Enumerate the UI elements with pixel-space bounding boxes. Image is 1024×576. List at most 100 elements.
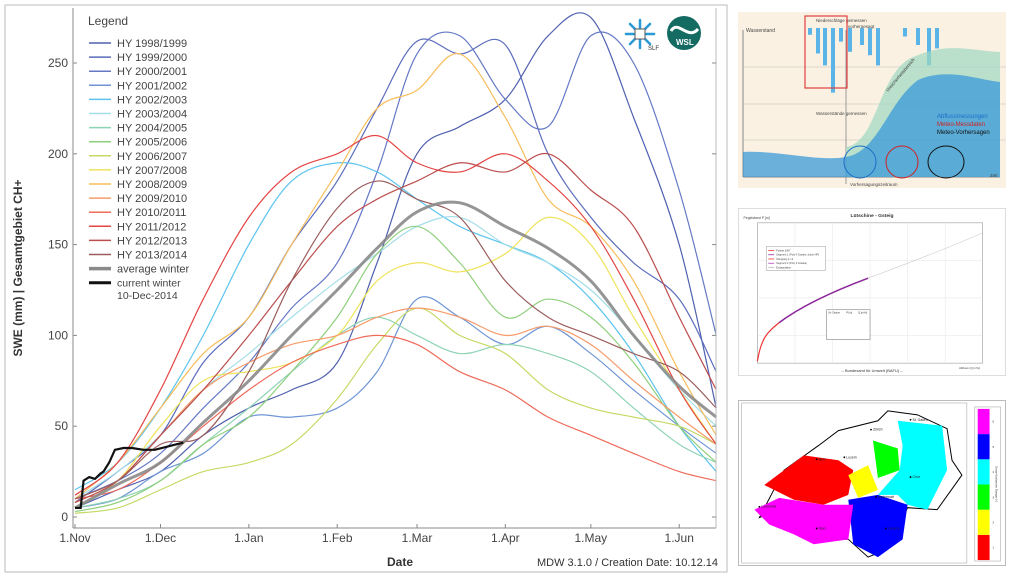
segment-curve bbox=[778, 277, 869, 324]
legend-item: current winter bbox=[89, 278, 181, 290]
y-tick-label: 250 bbox=[48, 56, 68, 70]
zone-cyan bbox=[877, 420, 948, 510]
y-tick-label: 100 bbox=[48, 328, 68, 342]
legend-label: HY 2010/2011 bbox=[117, 207, 186, 219]
series-line-20002001 bbox=[74, 31, 717, 500]
time-label: Zeit bbox=[990, 173, 998, 178]
series-line-20132014 bbox=[74, 180, 717, 500]
legend-item: HY 2003/2004 bbox=[89, 109, 187, 121]
chart-frame bbox=[4, 4, 728, 573]
y-tick-label: 0 bbox=[61, 510, 68, 524]
legend-label: HY 2002/2003 bbox=[117, 94, 187, 106]
zone-yellow bbox=[848, 465, 878, 498]
current-winter-line bbox=[75, 441, 184, 510]
precip-bars bbox=[808, 28, 939, 93]
legend-label: HY 2007/2008 bbox=[117, 165, 187, 177]
zone-red bbox=[764, 455, 854, 505]
water-level-area bbox=[743, 74, 1000, 177]
series-line-20072008 bbox=[74, 216, 717, 509]
precip-bar bbox=[876, 28, 880, 66]
table-header: Q [m³/s] bbox=[858, 311, 867, 315]
legend-label: HY 2001/2002 bbox=[117, 80, 187, 92]
legend-item: HY 2008/2009 bbox=[89, 179, 187, 191]
average-winter-line bbox=[74, 200, 718, 510]
scale-swatch bbox=[977, 534, 990, 561]
rating-legend-item: Extrapolation bbox=[776, 265, 791, 269]
x-tick-label: 1.Nov bbox=[59, 531, 90, 545]
city-label: Lausanne bbox=[761, 505, 776, 509]
scale-value: 6 bbox=[993, 420, 995, 424]
rating-y-label: Pegelstand P [m] bbox=[744, 216, 770, 220]
table-header: P [m] bbox=[846, 311, 852, 315]
switzerland-map-thumbnail[interactable]: St. Gallen Zürich Luzern Bern Chur Andermatt L… bbox=[738, 400, 1006, 566]
scale-swatch bbox=[977, 459, 990, 485]
legend-item: HY 1999/2000 bbox=[89, 52, 187, 64]
city-label: Zürich bbox=[873, 428, 883, 432]
creation-footer: MDW 3.1.0 / Creation Date: 10.12.14 bbox=[537, 557, 718, 569]
city-label: Sion bbox=[819, 526, 826, 530]
precip-bar bbox=[808, 28, 812, 35]
series-lines bbox=[74, 12, 718, 514]
city-label: Bern bbox=[819, 457, 826, 461]
legend-item: HY 2010/2011 bbox=[89, 207, 186, 219]
circle-measured-precip bbox=[885, 145, 919, 179]
zone-green bbox=[872, 440, 900, 479]
series-line-19992000 bbox=[74, 38, 717, 503]
legend-item: HY 2007/2008 bbox=[89, 165, 187, 177]
precip-bar bbox=[816, 28, 820, 54]
legend-label: HY 1999/2000 bbox=[117, 52, 187, 64]
precip-highlight-box bbox=[804, 15, 848, 89]
legend-label: HY 2008/2009 bbox=[117, 179, 187, 191]
x-tick-label: 1.Jun bbox=[665, 531, 694, 545]
series-line-20092010 bbox=[74, 307, 717, 504]
precip-bar bbox=[868, 28, 872, 56]
y-tick-label: 50 bbox=[55, 419, 69, 433]
precip-bar bbox=[935, 28, 939, 49]
rating-footer: -- Bundesamt für Umwelt (BAFU) -- bbox=[841, 368, 903, 373]
scale-value: 2 bbox=[993, 521, 995, 525]
levels-measured-label: Wasserstände gemessen bbox=[816, 111, 867, 116]
slf-logo-text: SLF bbox=[648, 46, 659, 52]
y-tick-label: 150 bbox=[48, 238, 68, 252]
city-label: Andermatt bbox=[878, 495, 894, 499]
x-ticks: 1.Nov 1.Dec 1.Jan 1.Feb 1.Mar 1.Apr 1.May 1.Jun bbox=[59, 524, 694, 545]
meteo-measured-label: Meteo-Messdaten bbox=[937, 122, 985, 128]
legend-item: HY 2005/2006 bbox=[89, 137, 187, 149]
y-axis-label: SWE (mm) | Gesamtgebiet CH+ bbox=[11, 179, 25, 356]
scale-value: 3 bbox=[993, 495, 995, 499]
rating-legend bbox=[766, 246, 826, 271]
rating-curve-thumbnail[interactable]: Lütschine - Gsteig Pegelstand P [m] Punk… bbox=[738, 208, 1006, 376]
forecast-diagram-thumbnail[interactable]: Wasserstand Niederschläge gemessen vorhe… bbox=[738, 12, 1006, 188]
legend-item: HY 2011/2012 bbox=[89, 221, 186, 233]
y-ticks: 0 50 100 150 200 250 bbox=[48, 56, 716, 524]
city-label: St. Gallen bbox=[913, 418, 928, 422]
series-line-20112012 bbox=[74, 135, 717, 496]
extrapolation-curve bbox=[867, 232, 983, 279]
rating-legend-item: Segment 1 (Poly 4 Grades, durch NP) bbox=[776, 253, 819, 257]
forecast-label: vorhergesagt bbox=[848, 24, 875, 29]
zone-magenta bbox=[754, 497, 854, 545]
legend-label: HY 2011/2012 bbox=[117, 221, 186, 233]
scale-value: 1 bbox=[993, 546, 995, 550]
city-label: Chur bbox=[913, 475, 921, 479]
legend-item: HY 2012/2013 bbox=[89, 235, 187, 247]
current-date-label: 10-Dec-2014 bbox=[117, 290, 178, 302]
precip-bar bbox=[860, 28, 864, 45]
legend-label: current winter bbox=[117, 278, 181, 290]
y-tick-label: 200 bbox=[48, 147, 68, 161]
series-line-20122013 bbox=[74, 153, 717, 504]
swe-chart: 0 50 100 150 200 250 1.Nov 1.Dec 1.Jan 1.Feb 1.Ma… bbox=[4, 4, 728, 573]
x-tick-label: 1.Dec bbox=[145, 531, 176, 545]
slf-logo: SLF bbox=[624, 18, 659, 52]
circle-forecast-precip bbox=[927, 145, 965, 179]
legend-item: HY 2000/2001 bbox=[89, 66, 187, 78]
legend-label: HY 2006/2007 bbox=[117, 151, 187, 163]
water-level-label: Wasserstand bbox=[746, 28, 775, 34]
scale-value: 5 bbox=[993, 445, 995, 449]
legend-label: HY 2009/2010 bbox=[117, 193, 187, 205]
legend-item: HY 2006/2007 bbox=[89, 151, 187, 163]
x-tick-label: 1.May bbox=[575, 531, 608, 545]
legend-label: HY 2012/2013 bbox=[117, 235, 187, 247]
zone-blue bbox=[848, 494, 908, 558]
wsl-logo-text: WSL bbox=[676, 38, 694, 47]
